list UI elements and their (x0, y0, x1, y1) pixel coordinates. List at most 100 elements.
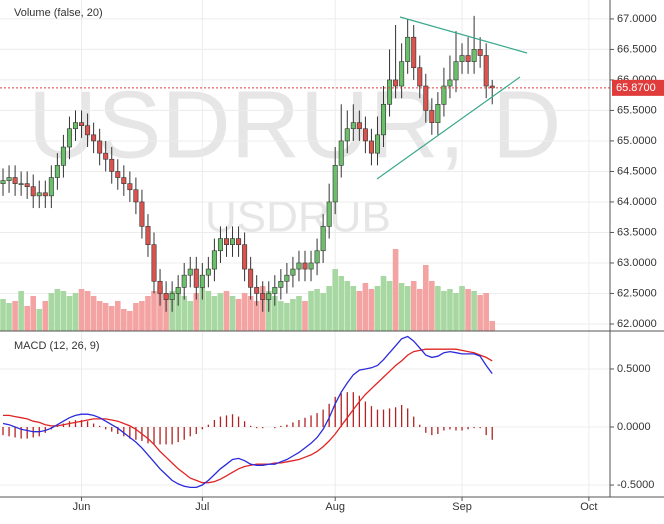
candle-body (248, 268, 254, 288)
volume-bar (151, 291, 157, 331)
candle-body (181, 274, 187, 288)
volume-bar (235, 299, 242, 331)
watermark-symbol: USDRUR, D (28, 71, 561, 178)
volume-bar (368, 289, 375, 331)
volume-bar (60, 291, 67, 331)
volume-bar (392, 249, 399, 331)
trend-line (376, 76, 521, 180)
volume-bar (314, 289, 320, 331)
macd-line (2, 335, 493, 489)
candle-body (115, 171, 121, 178)
candle-body (211, 250, 217, 270)
candle-body (332, 165, 338, 203)
candle-body (453, 61, 459, 81)
volume-bar (84, 291, 91, 331)
candle-body (441, 85, 447, 105)
y-tick-label: 67.0000 (617, 13, 657, 25)
volume-bar (54, 289, 61, 331)
candle-body (411, 36, 417, 69)
volume-bar (410, 281, 417, 331)
volume-bar (18, 291, 24, 331)
y-tick-label: 65.0000 (617, 135, 657, 147)
volume-bar (422, 265, 429, 331)
volume-bar (320, 293, 326, 331)
candle-body (423, 85, 429, 111)
volume-bar (48, 293, 55, 331)
candle-body (368, 140, 374, 154)
candle-body (217, 238, 223, 252)
volume-bar (30, 296, 37, 331)
candle-body (465, 55, 471, 62)
candle-body (405, 36, 411, 62)
grid (0, 0, 610, 497)
volume-bar (66, 296, 73, 331)
volume-bar (145, 296, 151, 331)
candle-body (169, 293, 175, 300)
candle-body (48, 177, 54, 197)
y-tick-label: 63.5000 (617, 226, 657, 238)
candle-body (127, 183, 133, 191)
candle-body (374, 134, 380, 154)
candle-body (157, 280, 163, 294)
volume-bar (350, 286, 357, 331)
candle-body (381, 104, 387, 136)
volume-bar (465, 289, 471, 331)
axes: Jun Jul Aug Sep Oct 62.0000 62.5000 63.0000 63.5… (73, 13, 664, 513)
y-tick-label: 63.0000 (617, 257, 657, 269)
volume-bar (362, 283, 369, 331)
candle-body (284, 274, 290, 282)
volume-bar (459, 286, 465, 331)
volume-bar (447, 289, 453, 331)
candle-body (290, 268, 296, 276)
volume-bar (296, 296, 302, 331)
x-tick-label: Jul (195, 501, 209, 513)
volume-bar (344, 281, 351, 331)
candle-body (387, 79, 393, 105)
volume-bar (181, 296, 188, 331)
candle-body (350, 122, 356, 130)
last-price-label: 65.8700 (616, 82, 656, 94)
y-tick-label: 62.5000 (617, 287, 657, 299)
candle-body (362, 128, 368, 142)
candle-body (163, 293, 169, 300)
x-tick-label: Sep (452, 501, 472, 513)
candle-body (471, 49, 477, 62)
volume-bar (253, 301, 260, 331)
volume-bar (416, 289, 423, 331)
volume-bar (96, 301, 103, 331)
volume-bar (356, 291, 363, 331)
last-price-box (612, 79, 664, 96)
candle-body (175, 287, 181, 294)
candle-body (260, 293, 266, 300)
candle-body (326, 201, 332, 227)
y-tick-label: 65.5000 (617, 104, 657, 116)
candle-body (187, 268, 193, 276)
y-tick-label: 66.5000 (617, 43, 657, 55)
volume-bar (175, 289, 181, 331)
candle-body (417, 67, 423, 87)
volume-bar (127, 311, 133, 331)
trend-line (399, 16, 528, 54)
volume-bar (441, 291, 447, 331)
candle-body (199, 274, 205, 288)
candle-body (447, 79, 453, 87)
candle-body (133, 189, 139, 203)
candle-body (121, 177, 127, 184)
candle-body (254, 287, 260, 294)
candle-body (91, 134, 97, 142)
volume-bar (477, 295, 483, 331)
candle-body (278, 280, 284, 288)
candle-body (356, 122, 362, 130)
volume-bar (241, 293, 248, 331)
candle-body (66, 128, 72, 148)
watermark-subtitle: USDRUB (205, 193, 391, 242)
candle-body (223, 238, 229, 245)
candle-body (97, 140, 103, 154)
candle-body (193, 268, 199, 288)
volume-label: Volume (false, 20) (14, 7, 103, 19)
candle-body (54, 165, 60, 178)
y-tick-label: 0.0000 (617, 421, 651, 433)
candle-body (205, 268, 211, 276)
